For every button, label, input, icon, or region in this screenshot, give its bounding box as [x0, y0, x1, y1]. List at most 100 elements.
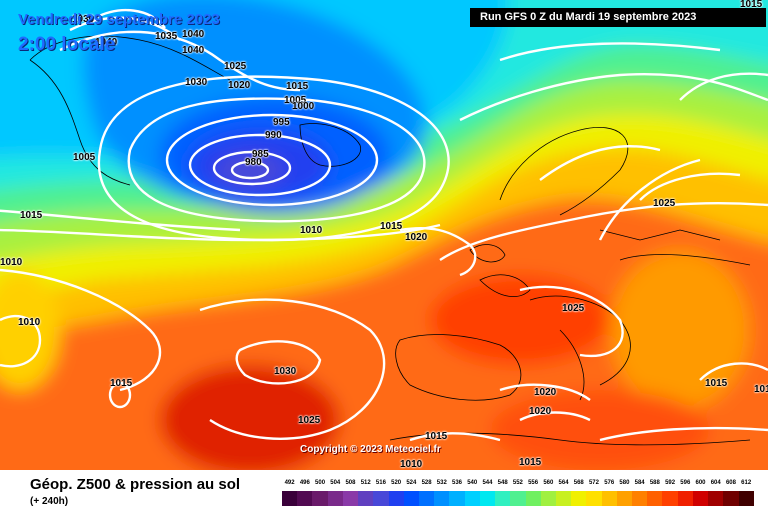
- legend-tick-label: 516: [375, 480, 386, 486]
- legend-tick-label: 496: [299, 480, 310, 486]
- isobar-label: 1040: [182, 29, 205, 40]
- map-product-title: Géop. Z500 & pression au sol: [30, 476, 241, 493]
- map-footer: Géop. Z500 & pression au sol (+ 240h) 49…: [0, 470, 768, 512]
- legend-tick-label: 512: [360, 480, 371, 486]
- legend-tick-row: 492 496 500 504 508 512 516 520 524 528 532 536 540 5…: [282, 478, 754, 489]
- legend-tick-label: 536: [452, 480, 463, 486]
- valid-date: Vendredi 29 septembre 2023: [18, 11, 220, 28]
- isobar-label: 1025: [653, 198, 676, 209]
- legend-swatch: [540, 491, 556, 506]
- legend-swatch: [571, 491, 587, 506]
- isobar-label: 1000: [292, 101, 315, 112]
- isobar-label: 1015: [110, 378, 133, 389]
- isobar-label: 1015: [519, 457, 542, 468]
- legend-tick-label: 492: [284, 480, 295, 486]
- isobar-label: 1030: [274, 366, 297, 377]
- isobar-label: 1040: [182, 45, 205, 56]
- legend-tick-label: 612: [741, 480, 752, 486]
- legend-tick-label: 588: [649, 480, 660, 486]
- legend-tick-label: 552: [512, 480, 523, 486]
- legend-swatch: [723, 491, 739, 506]
- run-info-banner: Run GFS 0 Z du Mardi 19 septembre 2023: [470, 8, 766, 27]
- legend-swatch: [464, 491, 480, 506]
- local-time: 2:00 locale: [18, 34, 116, 55]
- isobar-label: 1015: [286, 81, 309, 92]
- legend-tick-label: 584: [634, 480, 645, 486]
- legend-swatch: [312, 491, 328, 506]
- legend-tick-label: 580: [619, 480, 630, 486]
- legend-tick-label: 524: [406, 480, 417, 486]
- copyright-text: Copyright © 2023 Meteociel.fr: [300, 444, 441, 455]
- isobar-label: 1030: [185, 77, 208, 88]
- isobar-label: 990: [265, 130, 282, 141]
- legend-swatch: [525, 491, 541, 506]
- isobar-label: 1005: [284, 95, 307, 106]
- geopotential-map: [0, 0, 768, 470]
- legend-tick-label: 504: [330, 480, 341, 486]
- legend-tick-label: 560: [543, 480, 554, 486]
- isobar-label: 1010: [300, 225, 323, 236]
- legend-swatch: [342, 491, 359, 506]
- color-scale-legend: 492 496 500 504 508 512 516 520 524 528 532 536 540 5…: [282, 478, 754, 508]
- legend-tick-label: 568: [573, 480, 584, 486]
- legend-swatch: [677, 491, 693, 506]
- isobar-label: 1015: [740, 0, 763, 10]
- legend-swatch: [601, 491, 617, 506]
- legend-tick-label: 508: [345, 480, 356, 486]
- isobar-label: 1015: [425, 431, 448, 442]
- legend-tick-label: 520: [391, 480, 402, 486]
- map-area: 1035 1040 1040 1030 1040 1030 1025 1020 …: [0, 0, 768, 470]
- legend-swatch: [708, 491, 724, 506]
- legend-swatch: [449, 491, 465, 506]
- legend-swatch: [510, 491, 526, 506]
- legend-tick-label: 604: [710, 480, 721, 486]
- legend-tick-label: 592: [665, 480, 676, 486]
- legend-tick-label: 540: [467, 480, 478, 486]
- isobar-label: 1035: [155, 31, 178, 42]
- legend-swatch: [327, 491, 343, 506]
- legend-swatch: [647, 491, 663, 506]
- legend-swatch: [692, 491, 709, 506]
- legend-tick-label: 548: [497, 480, 508, 486]
- isobars: [0, 8, 768, 442]
- legend-swatch: [586, 491, 602, 506]
- legend-tick-label: 544: [482, 480, 493, 486]
- isobar-label: 1025: [224, 61, 247, 72]
- legend-swatch: [738, 491, 754, 506]
- isobar-label: 1025: [562, 303, 585, 314]
- isobar-label: 985: [252, 149, 269, 160]
- isobar-label: 1020: [405, 232, 428, 243]
- legend-swatch: [434, 491, 450, 506]
- legend-swatch: [555, 491, 572, 506]
- legend-tick-label: 564: [558, 480, 569, 486]
- isobar-label: 1030: [72, 14, 95, 25]
- legend-tick-label: 576: [604, 480, 615, 486]
- legend-swatch: [495, 491, 511, 506]
- legend-swatch: [282, 491, 298, 506]
- legend-swatch-row: [282, 491, 754, 506]
- isobar-label: 1025: [298, 415, 321, 426]
- legend-swatch: [297, 491, 313, 506]
- isobar-label: 1015: [380, 221, 403, 232]
- isobar-label: 1010: [754, 384, 768, 395]
- legend-tick-label: 556: [528, 480, 539, 486]
- isobar-label: 1015: [705, 378, 728, 389]
- legend-swatch: [388, 491, 404, 506]
- isobar-label: 1010: [0, 257, 23, 268]
- legend-swatch: [358, 491, 374, 506]
- legend-tick-label: 528: [421, 480, 432, 486]
- isobar-label: 980: [245, 157, 262, 168]
- forecast-range: (+ 240h): [30, 496, 69, 507]
- isobar-label: 1005: [73, 152, 96, 163]
- isobar-label: 1010: [400, 459, 423, 470]
- isobar-label: 1020: [529, 406, 552, 417]
- legend-tick-label: 596: [680, 480, 691, 486]
- isobar-label: 1020: [228, 80, 251, 91]
- legend-swatch: [662, 491, 678, 506]
- legend-tick-label: 608: [725, 480, 736, 486]
- isobar-label: 1020: [534, 387, 557, 398]
- legend-swatch: [479, 491, 496, 506]
- legend-swatch: [403, 491, 419, 506]
- legend-swatch: [616, 491, 633, 506]
